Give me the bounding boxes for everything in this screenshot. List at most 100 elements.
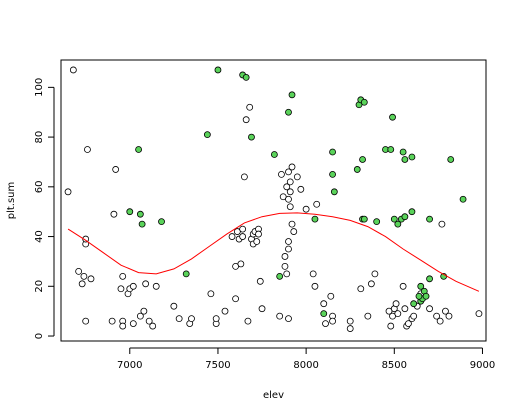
open-point	[258, 305, 266, 313]
green-point	[360, 98, 368, 106]
open-point	[276, 312, 284, 320]
open-point	[228, 233, 236, 240]
green-point	[242, 74, 250, 81]
open-point	[285, 245, 292, 253]
y-axis: 0 20 40 60 80 100	[34, 78, 55, 339]
open-point	[346, 325, 354, 332]
open-point	[288, 163, 296, 171]
green-point	[415, 292, 423, 300]
open-point	[285, 168, 292, 176]
open-point	[239, 233, 247, 240]
open-point	[286, 203, 294, 211]
green-point	[203, 131, 211, 139]
y-tick-label: 40	[34, 230, 45, 243]
open-point	[255, 230, 262, 238]
open-point	[145, 317, 153, 325]
open-point	[140, 307, 148, 315]
open-point	[212, 315, 220, 323]
green-point	[426, 215, 433, 223]
plot-frame	[60, 59, 487, 342]
open-point	[129, 282, 137, 290]
green-point	[387, 146, 395, 153]
open-point	[112, 166, 120, 173]
open-point	[313, 200, 321, 208]
open-point	[387, 322, 395, 330]
green-point	[276, 272, 284, 280]
open-point	[237, 260, 245, 268]
green-point	[399, 148, 407, 156]
green-point	[270, 151, 278, 158]
y-tick-label: 0	[34, 333, 45, 339]
open-point	[64, 188, 72, 196]
open-point	[188, 315, 195, 323]
open-point	[152, 282, 160, 290]
open-point	[256, 277, 264, 285]
open-point	[253, 238, 261, 245]
open-point	[119, 272, 127, 280]
open-point	[82, 317, 90, 325]
open-point	[436, 317, 444, 325]
open-point	[399, 282, 407, 290]
open-point	[286, 188, 294, 196]
open-point	[142, 280, 150, 288]
green-point	[158, 218, 165, 226]
open-point	[438, 220, 446, 228]
x-tick-label: 9000	[470, 360, 495, 371]
green-point	[417, 282, 425, 290]
open-point	[246, 103, 254, 111]
open-point	[87, 275, 95, 283]
open-point	[75, 267, 83, 275]
green-point	[285, 108, 292, 116]
y-axis-title: plt.sum	[6, 182, 17, 220]
green-point	[390, 215, 398, 223]
green-point	[360, 215, 368, 223]
open-point	[394, 310, 402, 318]
open-point	[405, 320, 412, 327]
open-point	[288, 220, 296, 228]
open-point	[110, 210, 118, 218]
green-point	[182, 270, 190, 278]
green-point	[426, 275, 433, 283]
y-tick-label: 20	[34, 280, 45, 293]
green-point	[394, 220, 402, 228]
y-tick-label: 60	[34, 180, 45, 193]
open-point	[207, 290, 215, 298]
green-point	[422, 292, 430, 300]
open-point	[221, 307, 229, 315]
open-point	[129, 320, 137, 327]
open-point	[175, 315, 183, 323]
open-point	[281, 253, 289, 260]
green-point	[138, 220, 146, 228]
x-tick-label: 8500	[382, 360, 407, 371]
open-point	[241, 173, 248, 181]
green-point	[459, 195, 467, 203]
open-point	[367, 280, 375, 288]
green-point	[408, 153, 416, 161]
green-point	[447, 156, 455, 163]
open-point	[80, 272, 88, 280]
green-point	[214, 66, 222, 74]
open-point	[297, 185, 305, 193]
open-point	[475, 310, 483, 318]
open-point	[445, 312, 453, 320]
green-point	[126, 208, 134, 216]
open-point	[410, 312, 418, 320]
open-point	[426, 305, 433, 313]
open-point	[320, 300, 328, 308]
open-point	[286, 178, 294, 186]
x-tick-label: 7500	[205, 360, 230, 371]
open-point	[285, 195, 292, 203]
open-point	[357, 285, 365, 293]
green-point	[373, 218, 381, 226]
open-point	[244, 317, 252, 325]
open-point	[302, 205, 310, 213]
green-point	[320, 310, 328, 318]
green-point	[329, 148, 336, 156]
open-point	[119, 322, 127, 330]
green-point	[329, 170, 336, 178]
x-tick-label: 8000	[293, 360, 318, 371]
open-point	[293, 173, 301, 181]
open-point	[278, 170, 285, 178]
green-point	[353, 166, 361, 173]
